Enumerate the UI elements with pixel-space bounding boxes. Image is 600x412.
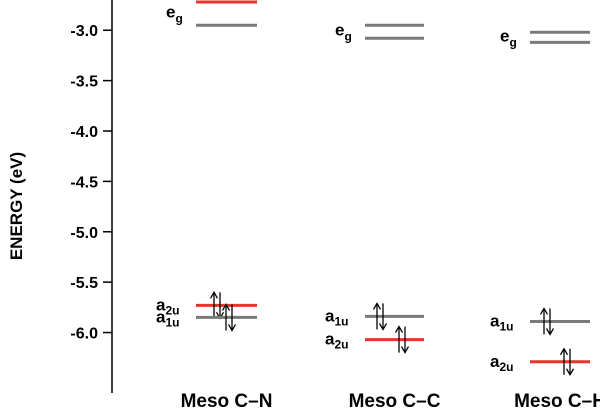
spin-up-arrow: [559, 347, 569, 356]
y-axis: -3.0 -3.5 -4.0 -4.5 -5.0 -5.5 -6.0: [70, 0, 113, 393]
spin-down-arrow: [565, 368, 575, 377]
spin-down-arrow: [378, 323, 388, 331]
y-tick-label: -3.5: [70, 74, 98, 91]
a-level-label: a2u: [490, 352, 513, 374]
category-label: Meso C–N: [181, 391, 273, 412]
spin-up-arrow: [209, 291, 219, 299]
a-level-label: a2u: [325, 330, 348, 352]
category-labels: Meso C–N Meso C–C Meso C–H: [181, 391, 600, 412]
category-label: Meso C–C: [349, 391, 441, 412]
spin-up-arrow: [372, 302, 382, 310]
eg-label: eg: [166, 3, 183, 26]
a-level-label: a1u: [156, 307, 179, 329]
a-level-label: a1u: [490, 311, 513, 333]
y-tick-label: -6.0: [70, 326, 98, 343]
y-tick-label: -5.0: [70, 225, 98, 242]
eg-label: eg: [335, 21, 352, 44]
y-tick-label: -3.0: [70, 23, 98, 40]
a-level-label: a1u: [325, 306, 348, 328]
category-label: Meso C–H: [514, 391, 600, 412]
eg-label: eg: [500, 26, 517, 49]
spin-up-arrow: [221, 303, 231, 311]
spin-up-arrow: [394, 325, 404, 333]
spin-up-arrow: [539, 307, 549, 315]
y-tick-label: -5.5: [70, 275, 98, 292]
spin-down-arrow: [545, 328, 555, 336]
spin-down-arrow: [400, 346, 410, 354]
y-tick-label: -4.5: [70, 174, 98, 191]
a-level-label: a2u: [156, 295, 179, 317]
spin-down-arrow: [227, 324, 237, 332]
column-2: eg a1u a2u: [490, 26, 590, 377]
y-axis-title: ENERGY (eV): [7, 152, 26, 260]
y-tick-label: -4.0: [70, 124, 98, 141]
